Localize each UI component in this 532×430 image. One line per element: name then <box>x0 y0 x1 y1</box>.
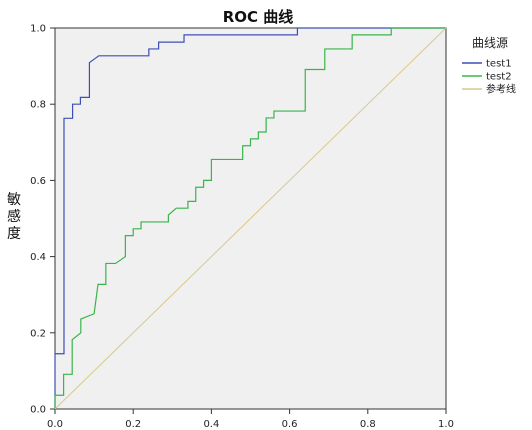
y-tick-label: 0.6 <box>30 176 46 187</box>
x-tick-label: 0.2 <box>125 419 141 430</box>
series-line-test2 <box>54 27 446 409</box>
x-tick-label: 0.0 <box>47 419 63 430</box>
x-tick-label: 1.0 <box>438 419 454 430</box>
y-tick-label: 0.4 <box>30 252 46 263</box>
y-tick-label: 0.2 <box>30 328 46 339</box>
x-tick-label: 0.6 <box>282 419 298 430</box>
series-line-参考线 <box>54 27 447 410</box>
y-tick-label: 1.0 <box>30 24 46 35</box>
y-axis-label-char: 度 <box>7 226 21 242</box>
legend-label: 参考线 <box>486 83 516 96</box>
chart-title: ROC 曲线 <box>223 8 294 26</box>
y-tick-label: 0.8 <box>30 100 46 111</box>
series-line-test1 <box>54 27 446 409</box>
legend-label: test1 <box>486 59 512 70</box>
y-tick-label: 0.0 <box>30 405 46 416</box>
series-lines <box>54 27 447 410</box>
y-axis-label: 敏感度 <box>7 192 21 242</box>
axes: 0.0 0.2 0.4 0.6 0.8 1.0 0.0 0.2 0.4 0.6 0.8 1.0 <box>30 24 454 430</box>
y-axis-label-char: 敏 <box>7 192 21 208</box>
legend-title: 曲线源 <box>472 36 508 50</box>
x-tick-label: 0.8 <box>360 419 376 430</box>
legend-label: test2 <box>486 72 512 83</box>
y-axis-label-text: 敏感度 <box>7 192 21 242</box>
y-axis-label-char: 感 <box>7 208 21 225</box>
x-tick-label: 0.4 <box>203 419 219 430</box>
